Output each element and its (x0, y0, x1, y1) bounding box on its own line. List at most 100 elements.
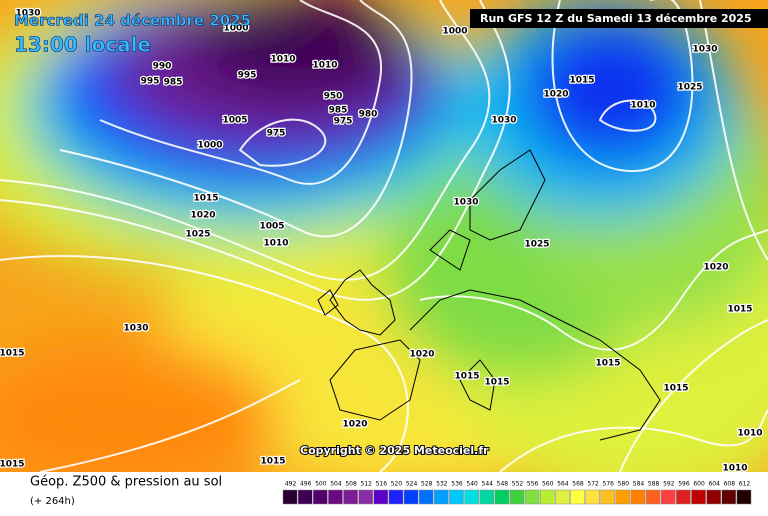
scale-swatch (555, 489, 570, 505)
coastlines (317, 149, 661, 441)
scale-label: 580 (618, 481, 630, 488)
scale-swatch (403, 489, 419, 505)
scale-label: 600 (693, 481, 705, 488)
scale-swatch (373, 489, 389, 505)
isobar-label: 1015 (454, 372, 479, 382)
scale-swatch (615, 489, 631, 505)
scale-swatch (328, 489, 343, 505)
isobar-lines (0, 0, 768, 472)
scale-label: 604 (708, 481, 720, 488)
isobar-label: 1005 (259, 222, 284, 232)
isobar-label: 1020 (543, 90, 568, 100)
scale-swatch (736, 489, 752, 505)
isobar-label: 975 (334, 117, 353, 127)
scale-swatch (449, 489, 464, 505)
color-scale: 492 496 500 504 508 512 516 520 524 528 532 536 540 5… (282, 481, 752, 505)
scale-swatch (313, 489, 328, 505)
isobar-label: 1010 (630, 101, 655, 111)
isobar-label: 1000 (223, 24, 248, 34)
isobar-label: 1020 (409, 350, 434, 360)
isobar-label: 985 (329, 106, 348, 116)
scale-swatch (479, 489, 495, 505)
scale-label: 500 (315, 481, 327, 488)
scale-label: 560 (542, 481, 554, 488)
isobar-label: 1000 (442, 27, 467, 37)
scale-swatch (494, 489, 510, 505)
forecast-time: 13:00 locale (14, 33, 151, 57)
isobar-label: 1020 (342, 420, 367, 430)
isobar-label: 1030 (491, 116, 516, 126)
isobar-label: 1025 (677, 83, 702, 93)
isobar-label: 975 (267, 129, 286, 139)
scale-label: 508 (345, 481, 357, 488)
copyright: Copyright © 2025 Meteociel.fr (300, 444, 489, 457)
isobar-label: 1015 (569, 76, 594, 86)
isobar-label: 950 (324, 92, 343, 102)
scale-label: 496 (300, 481, 312, 488)
run-box (470, 9, 768, 28)
isobar-label: 1005 (222, 116, 247, 126)
scale-swatch (676, 489, 691, 505)
isobar-label: 1030 (453, 198, 478, 208)
scale-label: 584 (633, 481, 645, 488)
isobar-label: 980 (359, 110, 378, 120)
isobar-label: 1010 (722, 464, 747, 474)
isobar-label: 1020 (703, 263, 728, 273)
isobar-label: 1015 (484, 378, 509, 388)
scale-swatch (524, 489, 540, 505)
isobar-label: 1015 (727, 305, 752, 315)
isobar-label: 1020 (190, 211, 215, 221)
scale-label: 596 (678, 481, 690, 488)
scale-swatch (691, 489, 706, 505)
scale-label: 504 (330, 481, 342, 488)
scale-label: 612 (739, 481, 751, 488)
isobar-label: 1030 (15, 9, 40, 19)
scale-swatch (509, 489, 525, 505)
scale-label: 516 (376, 481, 388, 488)
scale-swatch (434, 489, 449, 505)
scale-label: 608 (724, 481, 736, 488)
footer-title: Géop. Z500 & pression au sol (30, 475, 222, 490)
isobar-label: 1015 (193, 194, 218, 204)
scale-swatch (721, 489, 737, 505)
scale-label: 532 (436, 481, 448, 488)
scale-label: 548 (497, 481, 509, 488)
scale-label: 592 (663, 481, 675, 488)
scale-label: 588 (648, 481, 660, 488)
run-info: Run GFS 12 Z du Samedi 13 décembre 2025 (480, 12, 752, 25)
scale-swatch (358, 489, 374, 505)
scale-label: 552 (512, 481, 524, 488)
isobar-label: 985 (164, 78, 183, 88)
isobar-label: 1015 (0, 349, 25, 359)
scale-swatch (343, 489, 358, 505)
scale-swatch (706, 489, 721, 505)
scale-swatch (388, 489, 404, 505)
scale-label: 544 (482, 481, 494, 488)
scale-swatch (585, 489, 600, 505)
isobar-label: 995 (141, 77, 160, 87)
scale-swatch (645, 489, 661, 505)
isobar-label: 1010 (270, 55, 295, 65)
scale-label: 564 (557, 481, 569, 488)
isobar-label: 1030 (692, 45, 717, 55)
scale-swatch (464, 489, 479, 505)
scale-label: 528 (421, 481, 433, 488)
isobar-label: 1010 (312, 61, 337, 71)
scale-label: 556 (527, 481, 539, 488)
isobar-label: 1000 (197, 141, 222, 151)
isobar-label: 1015 (595, 359, 620, 369)
isobar-label: 995 (238, 71, 257, 81)
isobar-label: 1010 (737, 429, 762, 439)
scale-label: 536 (451, 481, 463, 488)
scale-label: 576 (603, 481, 615, 488)
scale-swatch (630, 489, 646, 505)
scale-label: 572 (587, 481, 599, 488)
scale-label: 568 (572, 481, 584, 488)
scale-label: 512 (360, 481, 372, 488)
scale-swatch (282, 489, 298, 505)
scale-label: 540 (466, 481, 478, 488)
footer-lead: (+ 264h) (30, 496, 75, 507)
